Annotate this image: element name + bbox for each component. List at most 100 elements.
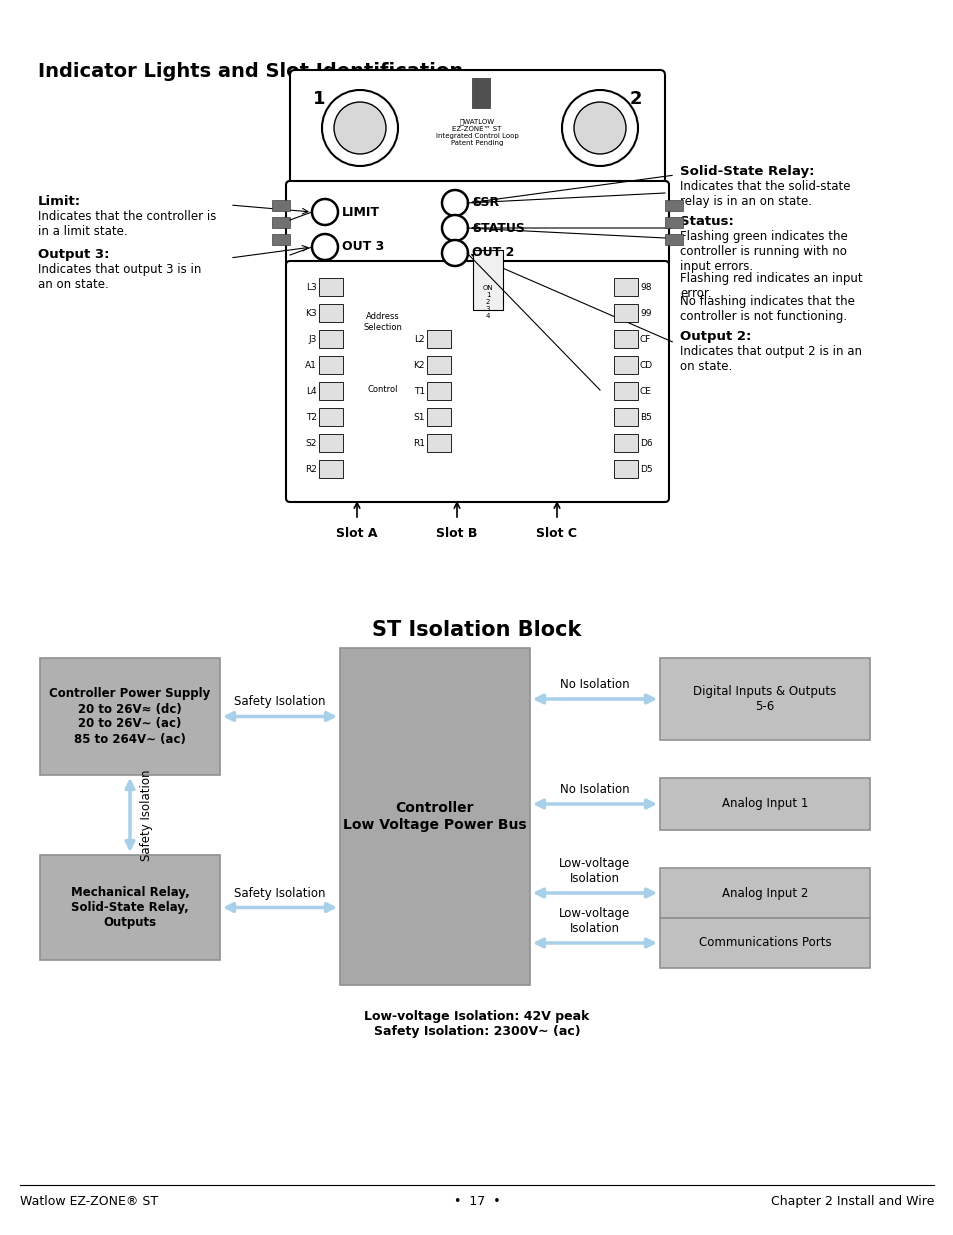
Text: T1: T1	[414, 387, 424, 395]
Text: No Isolation: No Isolation	[559, 783, 629, 797]
Bar	[427, 330, 451, 348]
Bar	[614, 459, 638, 478]
Bar	[40, 855, 220, 960]
Text: OUT 2: OUT 2	[472, 247, 514, 259]
Text: K3: K3	[305, 309, 316, 317]
Bar	[659, 918, 869, 968]
Text: Indicates that the solid-state
relay is in an on state.: Indicates that the solid-state relay is …	[679, 180, 850, 207]
Bar	[659, 658, 869, 740]
Text: Indicates that output 2 is in an
on state.: Indicates that output 2 is in an on stat…	[679, 345, 862, 373]
Text: Mechanical Relay,
Solid-State Relay,
Outputs: Mechanical Relay, Solid-State Relay, Out…	[71, 885, 190, 929]
Text: Safety Isolation: 2300V∼ (ac): Safety Isolation: 2300V∼ (ac)	[374, 1025, 579, 1037]
Bar	[272, 200, 290, 211]
Bar	[614, 278, 638, 296]
Text: Limit:: Limit:	[38, 195, 81, 207]
Text: Analog Input 2: Analog Input 2	[721, 887, 807, 899]
Text: 2: 2	[629, 90, 641, 107]
Circle shape	[441, 240, 468, 266]
Bar	[614, 408, 638, 426]
Text: D6: D6	[639, 438, 652, 447]
Text: Safety Isolation: Safety Isolation	[234, 887, 325, 899]
Bar	[318, 433, 343, 452]
Circle shape	[441, 190, 468, 216]
Text: Control: Control	[367, 385, 397, 394]
Text: S1: S1	[413, 412, 424, 421]
Bar	[318, 278, 343, 296]
Text: Digital Inputs & Outputs
5-6: Digital Inputs & Outputs 5-6	[693, 685, 836, 713]
Text: Slot A: Slot A	[335, 527, 377, 540]
Bar	[40, 658, 220, 776]
Bar	[473, 249, 502, 310]
Text: Solid-State Relay:: Solid-State Relay:	[679, 165, 814, 178]
Circle shape	[312, 233, 337, 261]
Text: STATUS: STATUS	[472, 221, 524, 235]
Bar	[614, 382, 638, 400]
Bar	[318, 330, 343, 348]
Text: L4: L4	[306, 387, 316, 395]
Bar	[614, 356, 638, 374]
Text: R2: R2	[305, 464, 316, 473]
Bar	[614, 433, 638, 452]
Circle shape	[334, 103, 386, 154]
Bar	[318, 382, 343, 400]
Text: CE: CE	[639, 387, 651, 395]
Bar	[427, 408, 451, 426]
Bar	[614, 304, 638, 322]
Circle shape	[312, 199, 337, 225]
Text: Status:: Status:	[679, 215, 733, 228]
Bar	[614, 330, 638, 348]
Text: Flashing red indicates an input
error.: Flashing red indicates an input error.	[679, 272, 862, 300]
Text: Output 2:: Output 2:	[679, 330, 751, 343]
Text: •  17  •: • 17 •	[454, 1195, 499, 1208]
Text: Indicates that the controller is
in a limit state.: Indicates that the controller is in a li…	[38, 210, 216, 238]
Text: ⓁWATLOW
EZ-ZONE™ ST
Integrated Control Loop
Patent Pending: ⓁWATLOW EZ-ZONE™ ST Integrated Control L…	[436, 119, 517, 146]
Bar	[659, 778, 869, 830]
Text: L2: L2	[414, 335, 424, 343]
Text: Slot B: Slot B	[436, 527, 477, 540]
Text: Low-voltage
Isolation: Low-voltage Isolation	[558, 906, 630, 935]
Text: J3: J3	[309, 335, 316, 343]
Text: ON
1
2
3
4: ON 1 2 3 4	[482, 285, 493, 319]
Text: Low-voltage Isolation: 42V peak: Low-voltage Isolation: 42V peak	[364, 1010, 589, 1023]
FancyBboxPatch shape	[286, 261, 668, 501]
Text: OUT 3: OUT 3	[341, 241, 384, 253]
Text: L3: L3	[306, 283, 316, 291]
Bar	[659, 868, 869, 918]
FancyBboxPatch shape	[290, 70, 664, 190]
Text: 1: 1	[313, 90, 325, 107]
Text: B5: B5	[639, 412, 651, 421]
Text: D5: D5	[639, 464, 652, 473]
Text: Output 3:: Output 3:	[38, 248, 110, 261]
Circle shape	[441, 215, 468, 241]
Bar	[472, 78, 490, 107]
Text: SSR: SSR	[472, 196, 498, 210]
Text: Controller Power Supply
20 to 26V≈ (dc)
20 to 26V∼ (ac)
85 to 264V∼ (ac): Controller Power Supply 20 to 26V≈ (dc) …	[50, 688, 211, 746]
Bar	[318, 408, 343, 426]
Bar	[427, 382, 451, 400]
Text: K2: K2	[413, 361, 424, 369]
Bar	[318, 459, 343, 478]
Bar	[427, 433, 451, 452]
Bar	[272, 217, 290, 228]
Bar	[318, 304, 343, 322]
Text: CF: CF	[639, 335, 651, 343]
Text: Chapter 2 Install and Wire: Chapter 2 Install and Wire	[770, 1195, 933, 1208]
Text: ST Isolation Block: ST Isolation Block	[372, 620, 581, 640]
Text: Analog Input 1: Analog Input 1	[721, 798, 807, 810]
Bar	[427, 356, 451, 374]
Text: 99: 99	[639, 309, 651, 317]
Text: Watlow EZ-ZONE® ST: Watlow EZ-ZONE® ST	[20, 1195, 158, 1208]
Text: Safety Isolation: Safety Isolation	[140, 769, 152, 861]
Text: S2: S2	[305, 438, 316, 447]
Text: T2: T2	[306, 412, 316, 421]
Text: 98: 98	[639, 283, 651, 291]
Bar	[664, 233, 682, 245]
Text: Indicator Lights and Slot Identification: Indicator Lights and Slot Identification	[38, 62, 463, 82]
Text: Flashing green indicates the
controller is running with no
input errors.: Flashing green indicates the controller …	[679, 230, 847, 273]
Circle shape	[322, 90, 397, 165]
Bar	[272, 233, 290, 245]
Bar	[339, 648, 530, 986]
Text: Safety Isolation: Safety Isolation	[234, 695, 325, 709]
Bar	[664, 217, 682, 228]
Text: Slot C: Slot C	[536, 527, 577, 540]
